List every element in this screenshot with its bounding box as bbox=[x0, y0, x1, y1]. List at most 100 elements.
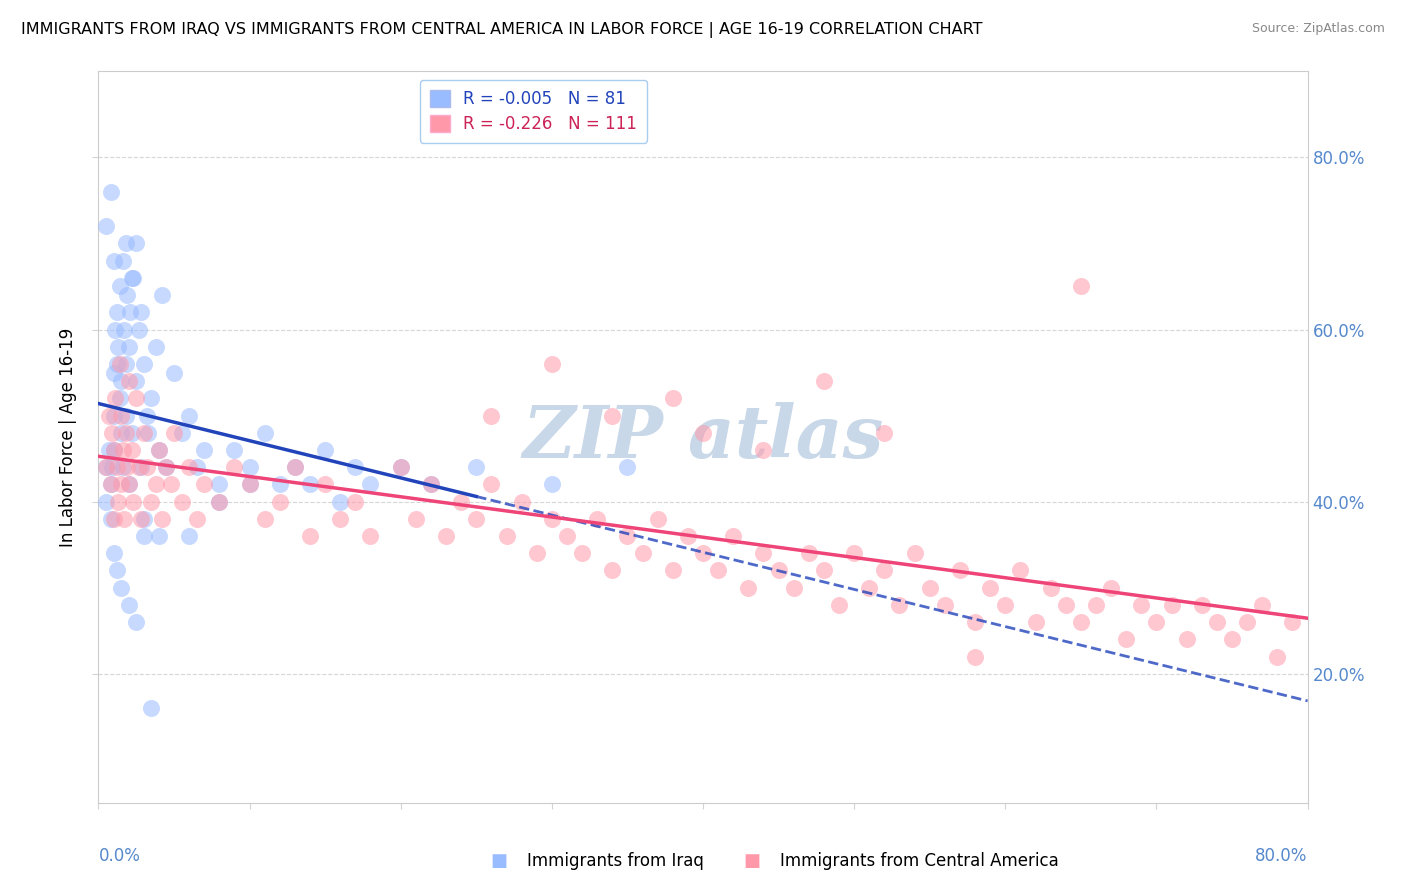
Point bbox=[141, 392, 163, 406]
Point bbox=[555, 529, 578, 543]
Text: Source: ZipAtlas.com: Source: ZipAtlas.com bbox=[1251, 22, 1385, 36]
Point bbox=[125, 236, 148, 251]
Point bbox=[1010, 564, 1032, 578]
Point bbox=[94, 494, 117, 508]
Point bbox=[647, 512, 669, 526]
Point bbox=[107, 340, 129, 354]
Point bbox=[329, 494, 352, 508]
Point bbox=[148, 529, 170, 543]
Text: ■: ■ bbox=[491, 852, 508, 870]
Point bbox=[360, 477, 382, 491]
Y-axis label: In Labor Force | Age 16-19: In Labor Force | Age 16-19 bbox=[59, 327, 77, 547]
Point bbox=[100, 512, 122, 526]
Point bbox=[129, 512, 152, 526]
Legend: R = -0.005   N = 81, R = -0.226   N = 111: R = -0.005 N = 81, R = -0.226 N = 111 bbox=[420, 79, 647, 143]
Point bbox=[873, 425, 896, 440]
Point bbox=[752, 546, 775, 560]
Point bbox=[1024, 615, 1046, 629]
Point bbox=[616, 460, 638, 475]
Point bbox=[118, 477, 141, 491]
Point bbox=[1251, 598, 1274, 612]
Point bbox=[160, 477, 183, 491]
Point bbox=[105, 305, 128, 319]
Point bbox=[118, 374, 141, 388]
Point bbox=[114, 357, 136, 371]
Point bbox=[405, 512, 427, 526]
Point bbox=[94, 219, 117, 234]
Point bbox=[129, 305, 152, 319]
Point bbox=[904, 546, 927, 560]
Point bbox=[979, 581, 1001, 595]
Point bbox=[1070, 615, 1092, 629]
Point bbox=[118, 598, 141, 612]
Point bbox=[155, 460, 177, 475]
Point bbox=[299, 529, 322, 543]
Point bbox=[186, 460, 208, 475]
Point bbox=[111, 460, 134, 475]
Point bbox=[118, 477, 141, 491]
Point bbox=[1054, 598, 1077, 612]
Point bbox=[1206, 615, 1229, 629]
Point bbox=[965, 649, 987, 664]
Point bbox=[676, 529, 699, 543]
Point bbox=[253, 512, 276, 526]
Point bbox=[344, 494, 367, 508]
Point bbox=[224, 460, 246, 475]
Point bbox=[98, 409, 121, 423]
Point bbox=[128, 460, 150, 475]
Point bbox=[122, 271, 145, 285]
Point bbox=[155, 460, 177, 475]
Point bbox=[208, 477, 231, 491]
Point bbox=[125, 615, 148, 629]
Point bbox=[253, 425, 276, 440]
Point bbox=[616, 529, 638, 543]
Point bbox=[148, 442, 170, 457]
Point bbox=[121, 442, 143, 457]
Point bbox=[813, 564, 835, 578]
Point bbox=[1236, 615, 1258, 629]
Point bbox=[150, 512, 173, 526]
Point bbox=[949, 564, 972, 578]
Point bbox=[510, 494, 533, 508]
Point bbox=[101, 425, 124, 440]
Point bbox=[1191, 598, 1213, 612]
Point bbox=[571, 546, 593, 560]
Text: ZIP atlas: ZIP atlas bbox=[523, 401, 883, 473]
Point bbox=[239, 477, 262, 491]
Point bbox=[132, 512, 155, 526]
Text: 80.0%: 80.0% bbox=[1256, 847, 1308, 864]
Point bbox=[540, 477, 562, 491]
Point bbox=[314, 477, 336, 491]
Point bbox=[1144, 615, 1167, 629]
Point bbox=[1175, 632, 1198, 647]
Point bbox=[586, 512, 609, 526]
Point bbox=[121, 425, 143, 440]
Point bbox=[314, 442, 336, 457]
Point bbox=[104, 322, 127, 336]
Point bbox=[1130, 598, 1153, 612]
Point bbox=[389, 460, 412, 475]
Point bbox=[481, 477, 503, 491]
Point bbox=[208, 494, 231, 508]
Point bbox=[193, 477, 215, 491]
Point bbox=[797, 546, 820, 560]
Point bbox=[115, 288, 138, 302]
Point bbox=[110, 477, 132, 491]
Point bbox=[100, 477, 122, 491]
Point bbox=[495, 529, 517, 543]
Point bbox=[692, 546, 714, 560]
Point bbox=[135, 409, 157, 423]
Point bbox=[783, 581, 806, 595]
Point bbox=[193, 442, 215, 457]
Point bbox=[284, 460, 307, 475]
Point bbox=[465, 512, 488, 526]
Point bbox=[813, 374, 835, 388]
Point bbox=[105, 357, 128, 371]
Point bbox=[768, 564, 790, 578]
Point bbox=[108, 392, 131, 406]
Point bbox=[179, 460, 201, 475]
Point bbox=[179, 409, 201, 423]
Point bbox=[115, 460, 138, 475]
Point bbox=[141, 494, 163, 508]
Point bbox=[239, 460, 262, 475]
